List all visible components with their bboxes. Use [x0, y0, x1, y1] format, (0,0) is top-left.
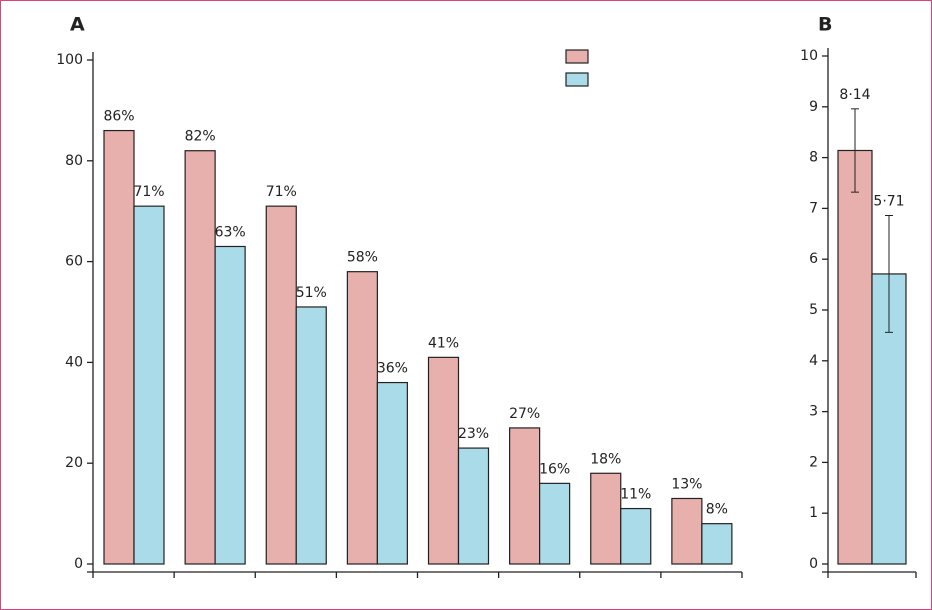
value-label: 63%	[215, 224, 246, 240]
bar	[509, 427, 541, 565]
value-label: 71%	[133, 184, 164, 200]
bar	[376, 381, 408, 565]
value-label: 71%	[266, 184, 297, 200]
value-label: 41%	[428, 335, 459, 351]
bar	[265, 205, 297, 565]
value-label: 86%	[103, 109, 134, 125]
bar	[427, 356, 460, 565]
bar	[457, 447, 490, 565]
y-tick-label: 2	[809, 454, 818, 470]
value-label: 51%	[296, 285, 327, 301]
y-tick-label: 0	[74, 556, 83, 572]
y-tick-label: 3	[809, 404, 818, 420]
bar	[671, 497, 703, 565]
bar	[103, 129, 135, 565]
value-label: 23%	[458, 426, 489, 442]
y-tick-label: 8	[809, 150, 818, 166]
value-label: 13%	[671, 476, 702, 492]
y-tick-label: 40	[65, 354, 83, 370]
y-tick-label: 60	[65, 254, 83, 270]
y-tick-label: 10	[800, 48, 818, 64]
y-tick-label: 100	[56, 52, 83, 68]
value-label: 27%	[509, 406, 540, 422]
y-tick-label: 7	[809, 200, 818, 216]
value-label: 82%	[185, 129, 216, 145]
y-tick-label: 5	[809, 302, 818, 318]
y-tick-label: 6	[809, 251, 818, 267]
bar	[837, 149, 873, 565]
bar	[184, 150, 216, 565]
y-tick-label: 0	[809, 556, 818, 572]
bar	[295, 306, 327, 565]
legend-swatch	[565, 49, 589, 64]
bar	[590, 472, 622, 565]
y-tick-label: 9	[809, 99, 818, 115]
y-tick-label: 1	[809, 505, 818, 521]
y-tick-label: 20	[65, 455, 83, 471]
bar	[346, 271, 378, 565]
bar	[539, 482, 571, 565]
panel-title: B	[818, 14, 832, 36]
bar	[701, 523, 733, 565]
value-label: 8·14	[839, 87, 870, 103]
bar	[214, 245, 246, 565]
panel-title: A	[70, 14, 85, 36]
value-label: 11%	[620, 487, 651, 503]
bar	[133, 205, 165, 565]
bar	[620, 507, 652, 565]
value-label: 8%	[706, 502, 728, 518]
value-label: 18%	[590, 451, 621, 467]
value-label: 58%	[347, 250, 378, 266]
y-tick-label: 80	[65, 153, 83, 169]
value-label: 36%	[377, 361, 408, 377]
value-label: 16%	[539, 461, 570, 477]
legend-swatch	[565, 72, 589, 87]
y-tick-label: 4	[809, 353, 818, 369]
value-label: 5·71	[873, 194, 904, 210]
